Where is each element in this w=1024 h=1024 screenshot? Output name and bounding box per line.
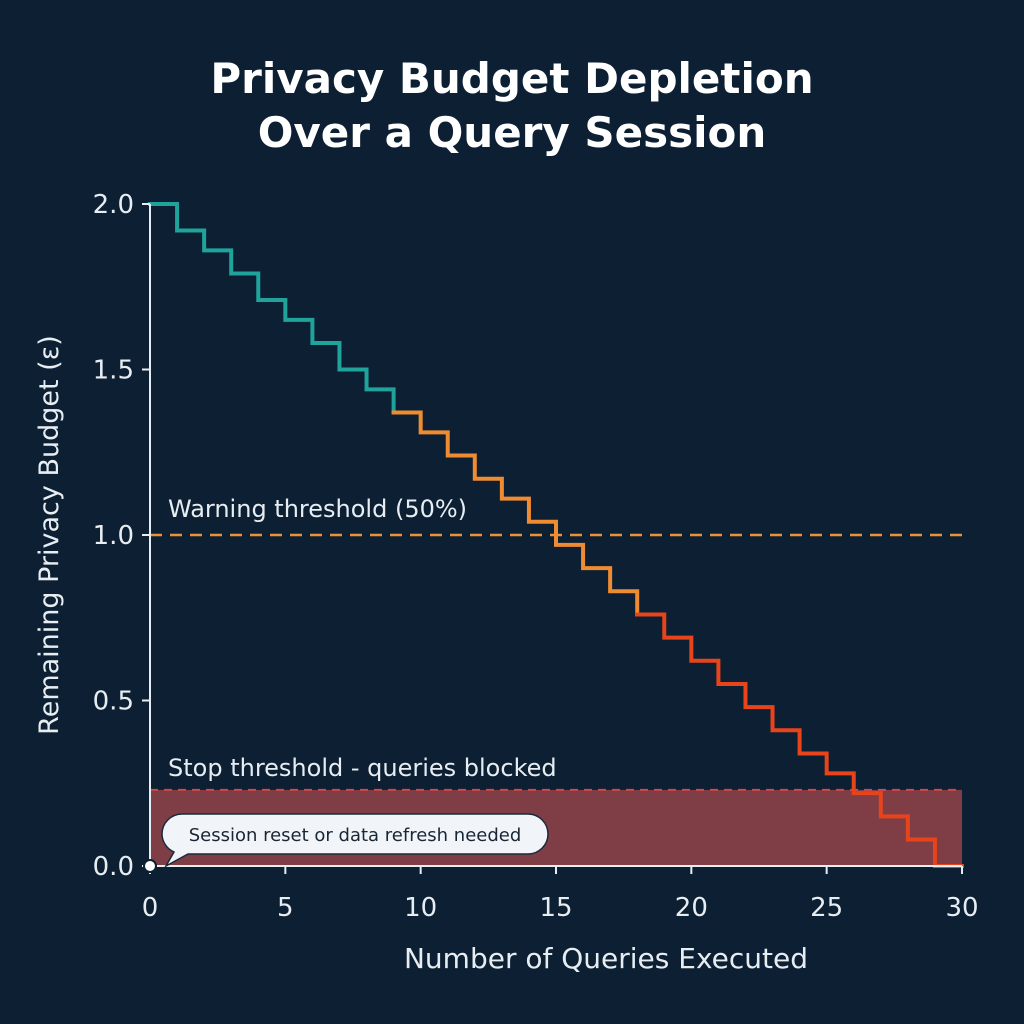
origin-marker xyxy=(143,859,157,873)
chart-title-line-2: Over a Query Session xyxy=(257,108,767,157)
stop-threshold-label: Stop threshold - queries blocked xyxy=(168,754,557,782)
x-tick-label: 15 xyxy=(539,893,572,923)
y-tick-label: 0.5 xyxy=(93,687,134,717)
session-reset-callout: Session reset or data refresh needed xyxy=(143,813,549,873)
threshold-lines xyxy=(150,533,962,791)
chart-title-line-1: Privacy Budget Depletion xyxy=(210,54,814,103)
x-tick-label: 0 xyxy=(142,893,159,923)
x-tick-label: 10 xyxy=(404,893,437,923)
y-tick-labels: 0.0 0.5 1.0 1.5 2.0 xyxy=(93,190,150,882)
y-tick-label: 2.0 xyxy=(93,190,134,220)
x-tick-label: 25 xyxy=(810,893,843,923)
warning-threshold-label: Warning threshold (50%) xyxy=(168,495,467,523)
step-segment-3 xyxy=(635,612,964,868)
step-segment-2 xyxy=(391,410,640,617)
x-tick-label: 20 xyxy=(675,893,708,923)
y-axis-title: Remaining Privacy Budget (ε) xyxy=(34,335,65,735)
x-axis-title: Number of Queries Executed xyxy=(404,942,808,975)
callout-bubble xyxy=(161,813,549,868)
step-segment-1 xyxy=(148,202,396,415)
step-series xyxy=(148,202,964,868)
callout-text: Session reset or data refresh needed xyxy=(189,825,522,846)
x-tick-label: 5 xyxy=(277,893,294,923)
y-tick-label: 0.0 xyxy=(93,852,134,882)
chart-title: Privacy Budget Depletion Over a Query Se… xyxy=(0,52,1024,160)
y-tick-label: 1.0 xyxy=(93,521,134,551)
x-tick-labels: 0 5 10 15 20 25 30 xyxy=(142,866,979,923)
x-tick-label: 30 xyxy=(945,893,978,923)
y-tick-label: 1.5 xyxy=(93,356,134,386)
